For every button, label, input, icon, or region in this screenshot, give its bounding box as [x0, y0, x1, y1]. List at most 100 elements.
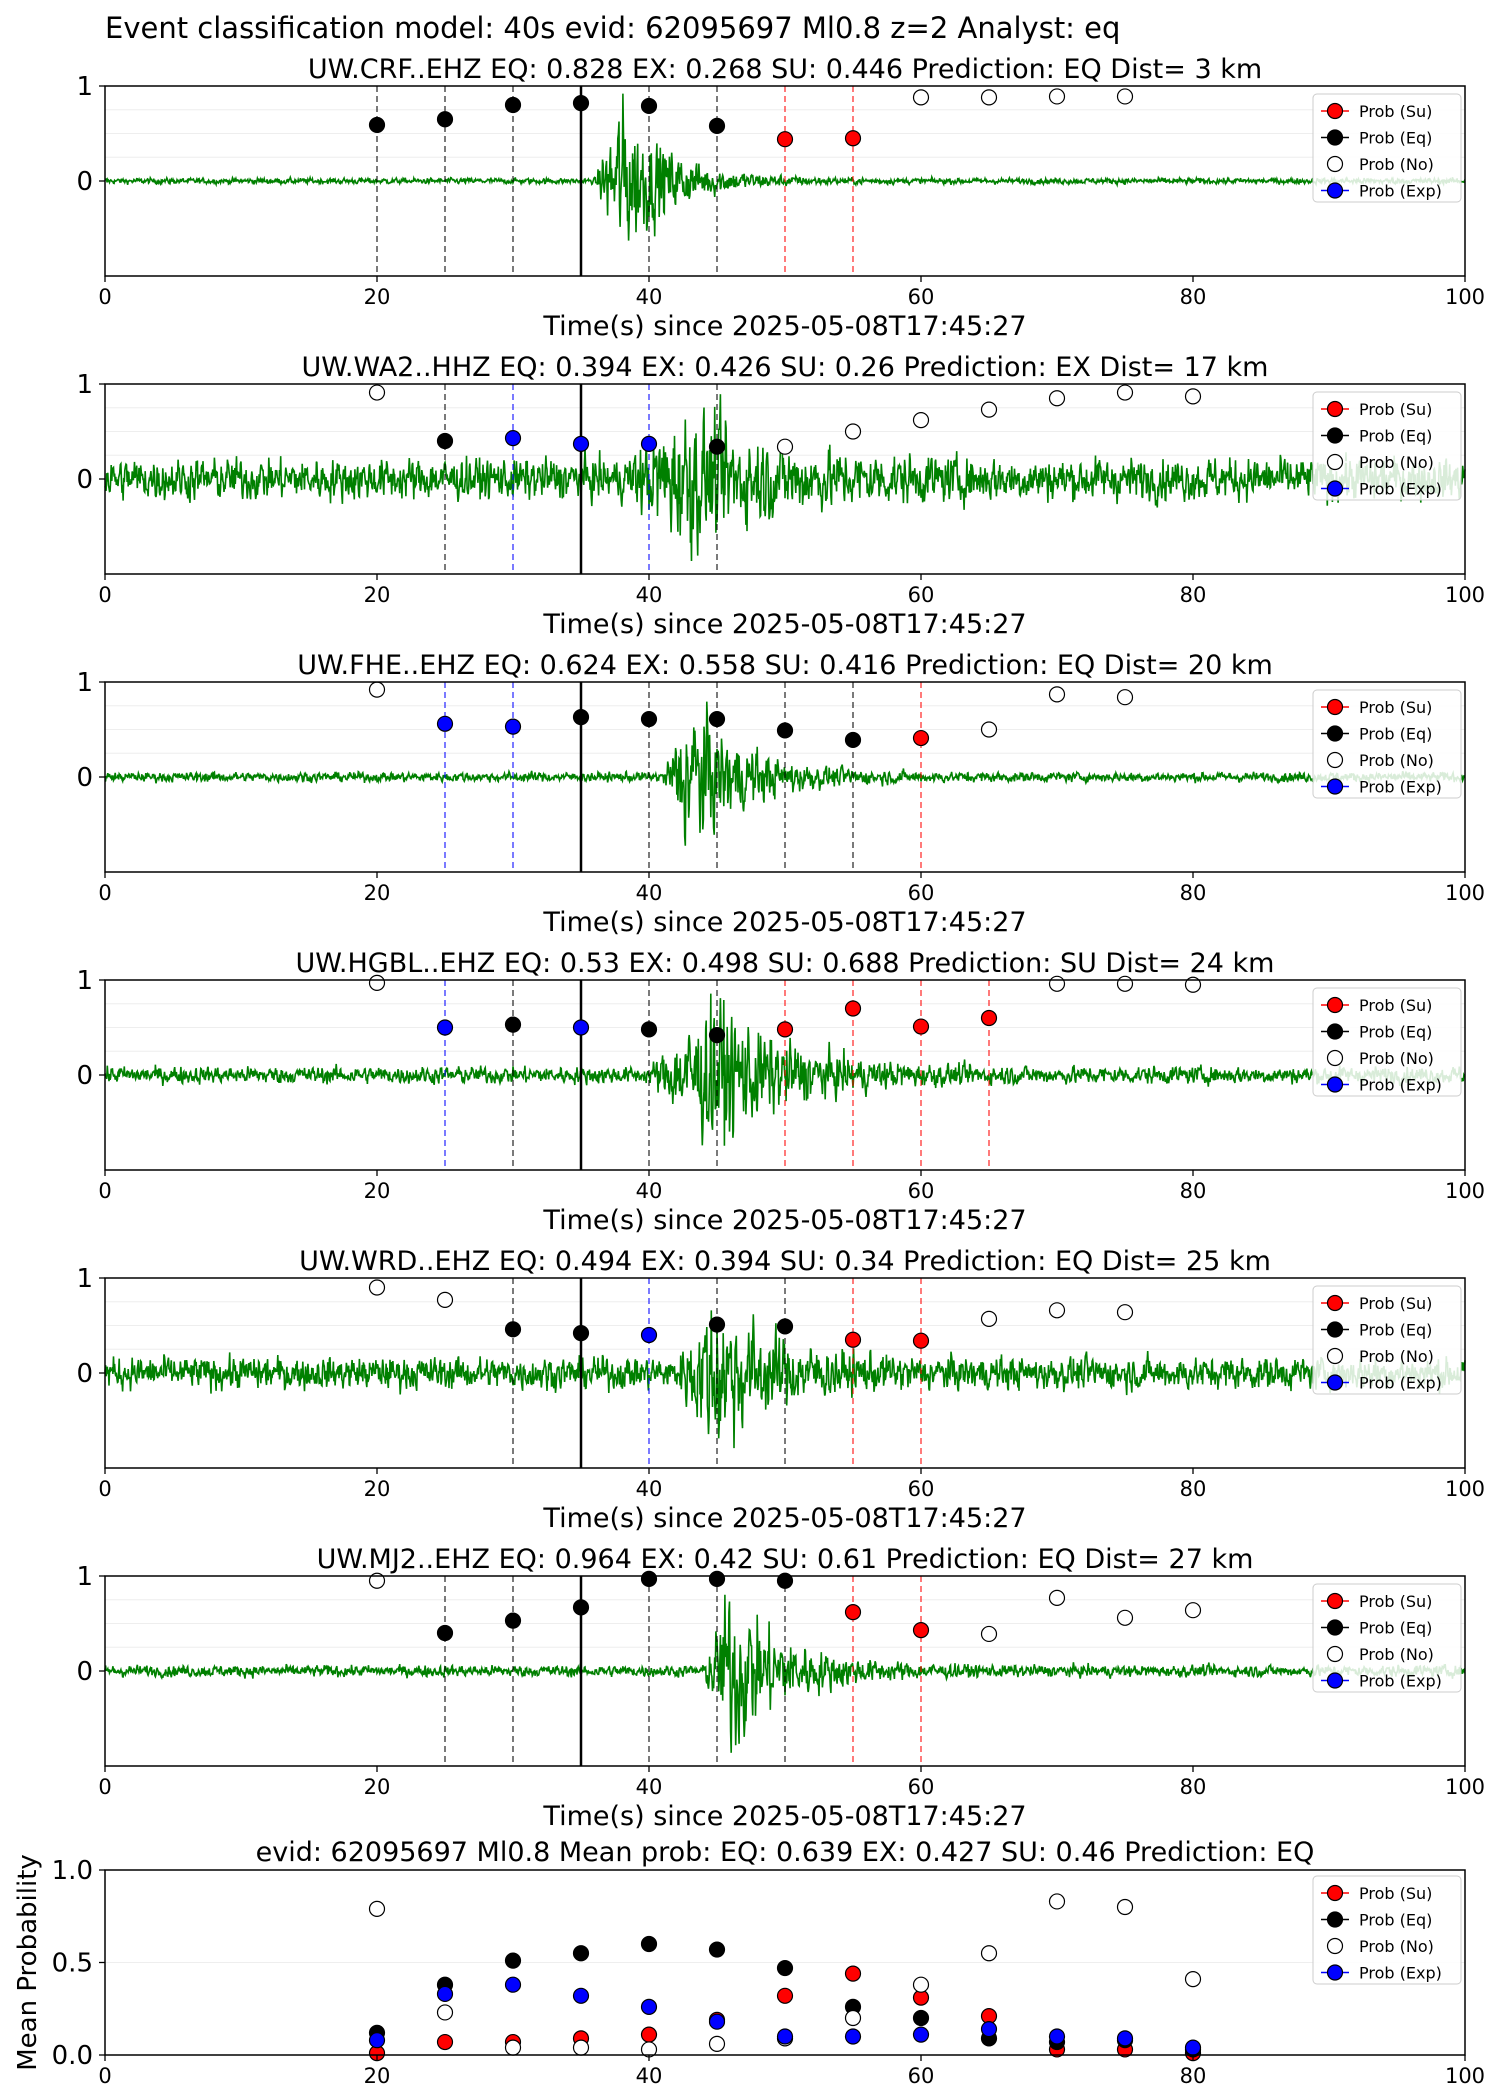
- mean-point-exp: [844, 2028, 862, 2045]
- legend-label-su: Prob (Su): [1359, 102, 1432, 121]
- legend-marker-eq: [1326, 129, 1344, 146]
- mean-point-eq: [572, 1945, 590, 1962]
- legend-label-eq: Prob (Eq): [1359, 129, 1432, 148]
- prob-point-eq: [640, 1021, 658, 1038]
- legend-label-no: Prob (No): [1359, 1645, 1434, 1664]
- x-axis-label: Time(s) since 2025-05-08T17:45:27: [542, 907, 1026, 938]
- legend-marker-exp: [1326, 1374, 1344, 1391]
- y-tick-label: 1: [76, 72, 93, 102]
- legend-label-no: Prob (No): [1359, 1937, 1434, 1956]
- mean-point-no: [368, 1900, 386, 1917]
- panel-title: UW.FHE..EHZ EQ: 0.624 EX: 0.558 SU: 0.41…: [297, 650, 1273, 681]
- legend-marker-su: [1326, 698, 1344, 716]
- mean-point-no: [504, 2039, 522, 2056]
- mean-point-exp: [1184, 2039, 1202, 2056]
- y-tick-label: 1: [76, 668, 93, 698]
- mean-point-no: [912, 1976, 930, 1993]
- x-axis-label: Time(s) since 2025-05-08T17:45:27: [542, 311, 1026, 342]
- x-tick-label: 0: [98, 881, 111, 905]
- x-tick-label: 100: [1445, 285, 1485, 309]
- y-tick-label: 0: [76, 1359, 93, 1389]
- prob-point-exp: [504, 430, 522, 447]
- prob-point-no: [368, 1279, 386, 1296]
- prob-point-eq: [572, 709, 590, 726]
- mean-point-su: [844, 1965, 862, 1982]
- prob-point-no: [1048, 88, 1066, 105]
- prob-point-no: [1184, 1602, 1202, 1619]
- y-tick-label: 1: [76, 1264, 93, 1294]
- mean-point-exp: [368, 2032, 386, 2049]
- prob-point-no: [980, 721, 998, 738]
- mean-point-no: [708, 2035, 726, 2053]
- x-tick-label: 80: [1180, 1179, 1207, 1203]
- panel-5: UW.WRD..EHZ EQ: 0.494 EX: 0.394 SU: 0.34…: [76, 1246, 1485, 1534]
- prob-point-no: [368, 974, 386, 991]
- mean-point-eq: [912, 2009, 930, 2027]
- prob-point-eq: [708, 1316, 726, 1333]
- mean-point-su: [436, 2033, 454, 2051]
- legend-label-exp: Prob (Exp): [1359, 480, 1442, 499]
- prob-point-su: [912, 1622, 930, 1639]
- legend-label-eq: Prob (Eq): [1359, 1023, 1432, 1042]
- legend-label-no: Prob (No): [1359, 155, 1434, 174]
- legend-marker-su: [1326, 1294, 1344, 1312]
- x-tick-label: 100: [1445, 2064, 1485, 2088]
- x-tick-label: 20: [364, 1477, 391, 1501]
- prob-point-eq: [640, 1570, 658, 1587]
- prob-point-eq: [504, 1321, 522, 1338]
- x-tick-label: 60: [908, 1179, 935, 1203]
- prob-point-no: [844, 423, 862, 440]
- prob-point-exp: [436, 1019, 454, 1036]
- legend-box: [1312, 1875, 1462, 1985]
- prob-point-no: [1116, 1609, 1134, 1626]
- legend-box: [1312, 93, 1462, 203]
- prob-point-su: [844, 1331, 862, 1348]
- prob-point-exp: [640, 1326, 658, 1344]
- legend-marker-eq: [1326, 725, 1344, 742]
- x-tick-label: 60: [908, 1477, 935, 1501]
- legend-label-exp: Prob (Exp): [1359, 182, 1442, 201]
- legend-marker-eq: [1326, 427, 1344, 444]
- legend-marker-eq: [1326, 1911, 1344, 1928]
- prob-point-eq: [436, 111, 454, 128]
- x-tick-label: 60: [908, 1775, 935, 1799]
- panel-title: evid: 62095697 Ml0.8 Mean prob: EQ: 0.63…: [256, 1837, 1315, 1868]
- y-tick-label: 1: [76, 966, 93, 996]
- prob-point-eq: [640, 710, 658, 728]
- x-tick-label: 20: [364, 285, 391, 309]
- x-tick-label: 100: [1445, 881, 1485, 905]
- prob-point-eq: [708, 710, 726, 728]
- legend-label-su: Prob (Su): [1359, 400, 1432, 419]
- y-tick-label: 0: [76, 763, 93, 793]
- x-tick-label: 0: [98, 1477, 111, 1501]
- x-tick-label: 60: [908, 2064, 935, 2088]
- figure-suptitle: Event classification model: 40s evid: 62…: [105, 11, 1120, 45]
- prob-point-eq: [776, 1572, 794, 1589]
- prob-point-no: [1116, 384, 1134, 401]
- prob-point-no: [912, 412, 930, 429]
- prob-point-eq: [708, 117, 726, 135]
- panel-3: UW.FHE..EHZ EQ: 0.624 EX: 0.558 SU: 0.41…: [76, 650, 1485, 938]
- prob-point-su: [980, 1009, 998, 1027]
- panel-title: UW.MJ2..EHZ EQ: 0.964 EX: 0.42 SU: 0.61 …: [317, 1544, 1254, 1575]
- x-tick-label: 100: [1445, 1179, 1485, 1203]
- x-tick-label: 0: [98, 1775, 111, 1799]
- mean-point-eq: [640, 1935, 658, 1953]
- mean-point-no: [1184, 1971, 1202, 1988]
- prob-point-no: [1048, 1589, 1066, 1606]
- mean-point-no: [1048, 1893, 1066, 1910]
- prob-point-su: [912, 1332, 930, 1349]
- mean-point-exp: [640, 1998, 658, 2016]
- prob-point-su: [844, 1000, 862, 1017]
- prob-point-no: [1048, 975, 1066, 992]
- prob-point-eq: [776, 1318, 794, 1335]
- prob-point-eq: [572, 1599, 590, 1616]
- legend-marker-eq: [1326, 1023, 1344, 1040]
- prob-point-no: [1116, 689, 1134, 706]
- prob-point-no: [1116, 1304, 1134, 1321]
- x-tick-label: 0: [98, 1179, 111, 1203]
- legend-marker-exp: [1326, 1672, 1344, 1689]
- prob-point-eq: [708, 1026, 726, 1044]
- x-axis-label: Time(s) since 2025-05-08T17:45:27: [542, 1205, 1026, 1236]
- mean-point-eq: [504, 1952, 522, 1969]
